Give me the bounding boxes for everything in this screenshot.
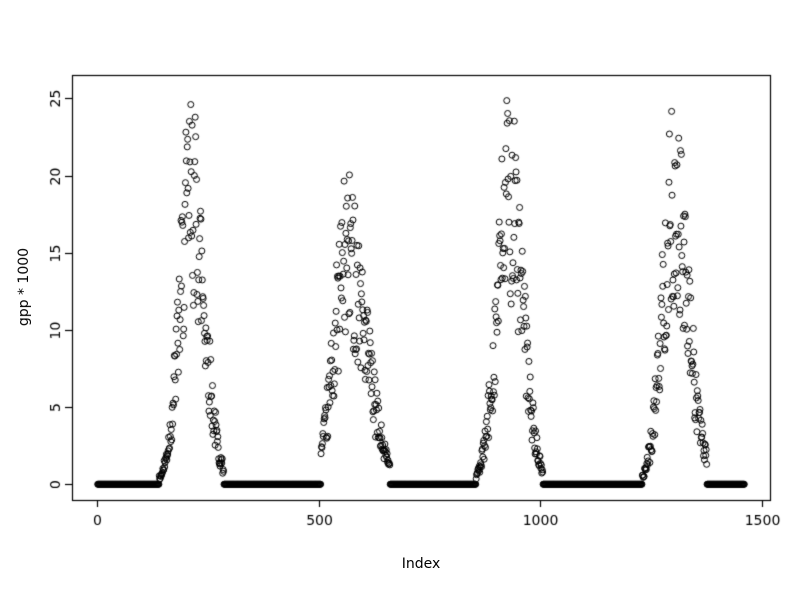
x-axis-label: Index xyxy=(401,556,441,572)
y-axis-label: gpp * 1000 xyxy=(16,247,32,327)
